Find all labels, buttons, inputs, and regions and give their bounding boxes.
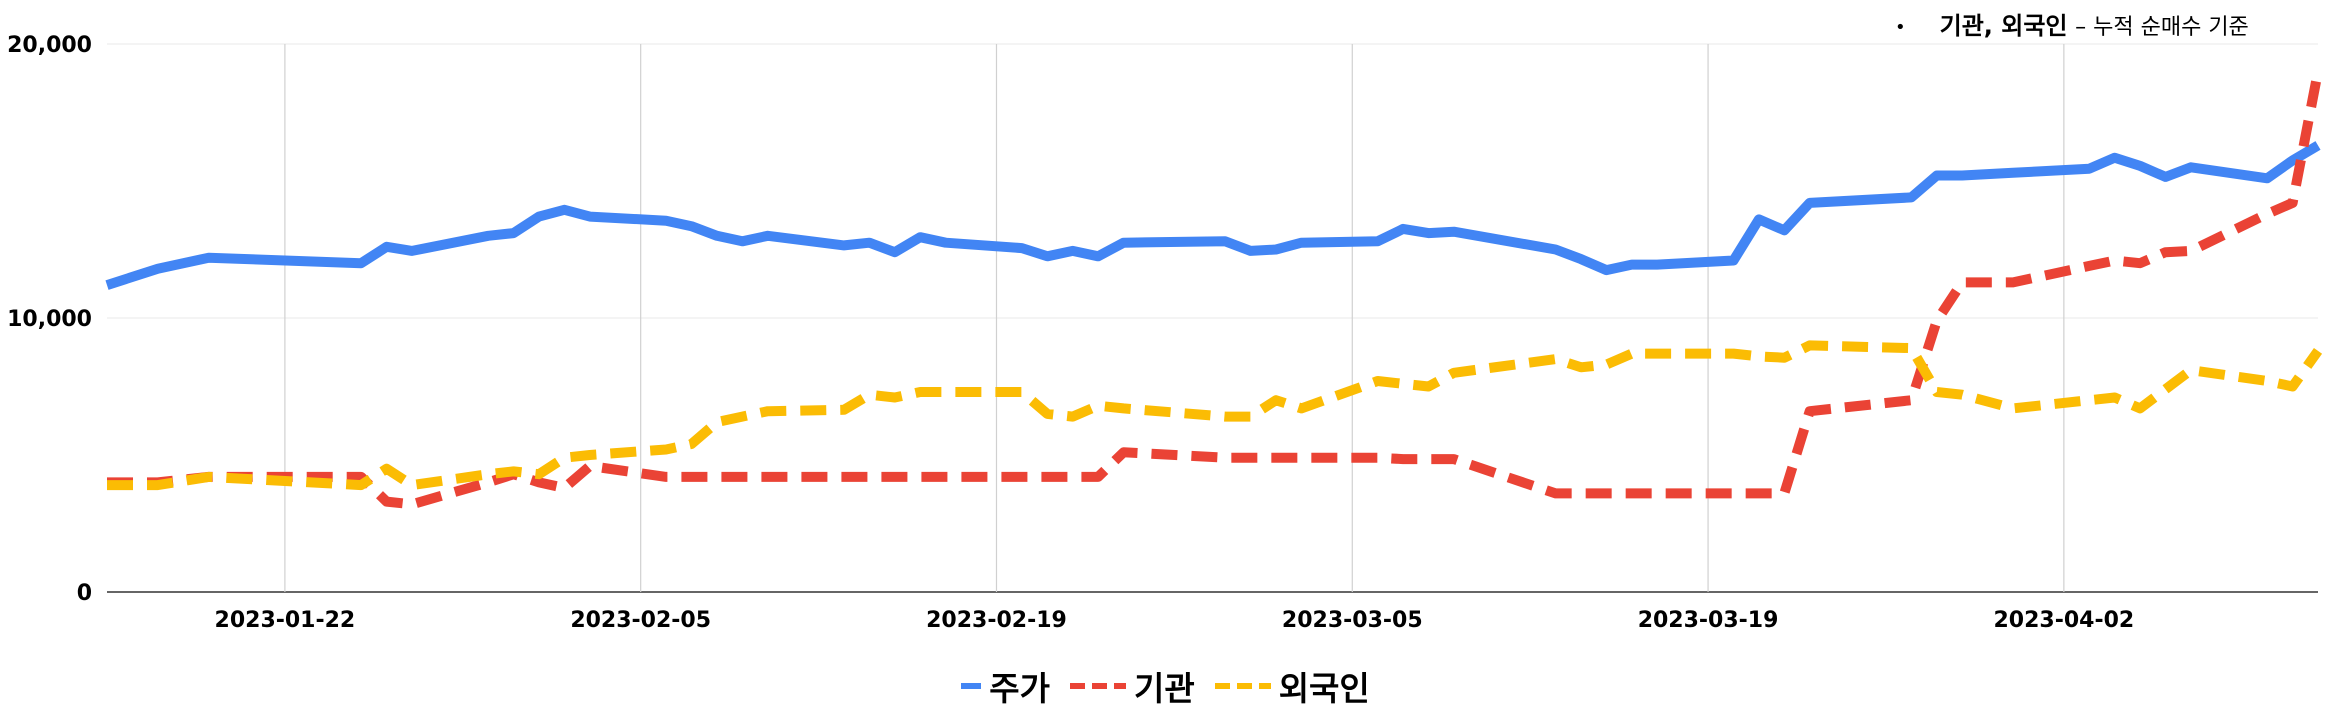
x-tick-label: 2023-02-19 bbox=[926, 608, 1067, 633]
legend-label: 기관 bbox=[1133, 669, 1195, 708]
x-tick-label: 2023-01-22 bbox=[215, 608, 356, 633]
series-line-기관 bbox=[107, 70, 2323, 510]
legend-item: 외국인 bbox=[1214, 662, 1370, 710]
y-axis: 0 10,000 20,000 bbox=[7, 33, 92, 606]
annotation-bullet: • bbox=[1895, 16, 1906, 38]
chart-legend: 주가 기관 외국인 bbox=[0, 660, 2331, 710]
legend-label: 외국인 bbox=[1278, 669, 1370, 708]
legend-label: 주가 bbox=[989, 669, 1050, 708]
series-line-외국인 bbox=[107, 340, 2323, 491]
series-line-주가 bbox=[105, 141, 2321, 290]
legend-item: 기관 bbox=[1069, 662, 1195, 710]
x-tick-label: 2023-03-05 bbox=[1282, 608, 1423, 633]
legend-swatch bbox=[961, 683, 982, 689]
series-lines bbox=[105, 70, 2323, 510]
y-tick-label: 0 bbox=[77, 581, 92, 606]
annotation-strong-text: 기관, 외국인 bbox=[1939, 12, 2068, 40]
x-tick-label: 2023-02-05 bbox=[570, 608, 711, 633]
legend-swatch bbox=[1069, 683, 1126, 689]
chart-annotation: • 기관, 외국인 – 누적 순매수 기준 bbox=[1895, 6, 2249, 41]
x-axis: 2023-01-22 2023-02-05 2023-02-19 2023-03-05… bbox=[215, 608, 2135, 633]
gridlines bbox=[107, 43, 2318, 593]
legend-swatch bbox=[1214, 683, 1271, 689]
x-tick-label: 2023-03-19 bbox=[1638, 608, 1779, 633]
y-tick-label: 10,000 bbox=[7, 307, 92, 332]
annotation-text: – 누적 순매수 기준 bbox=[2075, 15, 2249, 40]
legend-item: 주가 bbox=[961, 662, 1050, 710]
y-tick-label: 20,000 bbox=[7, 33, 92, 58]
x-tick-label: 2023-04-02 bbox=[1993, 608, 2134, 633]
